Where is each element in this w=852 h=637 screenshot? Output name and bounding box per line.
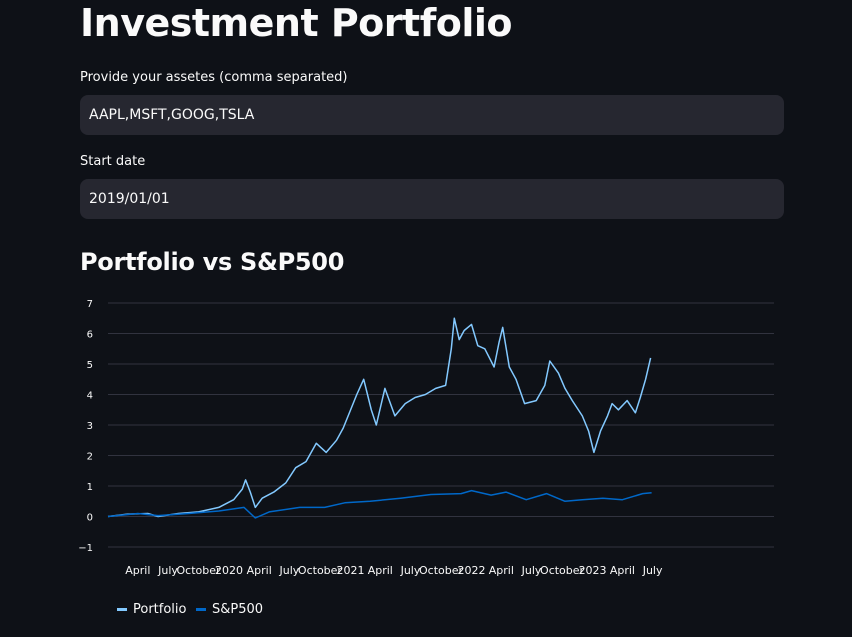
y-tick-label: 5 [87,360,93,371]
portfolio-line [107,317,652,518]
assets-label: Provide your assetes (comma separated) [80,70,348,85]
x-tick-label: April [368,564,393,577]
legend-label-sp500: S&P500 [212,602,264,617]
x-tick-label: April [125,564,150,577]
x-tick-label: July [642,564,663,577]
sp500-line [107,489,652,519]
y-tick-label: −1 [78,543,93,554]
assets-input[interactable] [80,95,784,135]
chart-heading: Portfolio vs S&P500 [80,248,345,276]
x-tick-label: October [540,564,584,577]
legend-label-portfolio: Portfolio [133,602,187,617]
start-date-input[interactable] [80,179,784,219]
y-tick-label: 4 [87,391,93,402]
x-tick-label: July [521,564,542,577]
start-date-label: Start date [80,154,146,169]
x-tick-label: July [157,564,178,577]
x-tick-label: April [610,564,635,577]
x-tick-label: July [279,564,300,577]
x-tick-label: April [489,564,514,577]
x-tick-label: 2020 [215,564,243,577]
y-tick-label: 0 [87,513,93,524]
portfolio-swatch-icon [117,608,127,611]
x-tick-label: 2022 [458,564,486,577]
y-tick-label: 2 [87,452,93,463]
sp500-swatch-icon [196,608,206,611]
y-tick-label: 3 [87,421,93,432]
x-tick-label: April [247,564,272,577]
y-tick-label: 1 [87,482,93,493]
x-tick-label: October [177,564,221,577]
x-tick-label: October [298,564,342,577]
page-title: Investment Portfolio [80,1,513,45]
x-tick-label: July [400,564,421,577]
legend-item-portfolio[interactable]: Portfolio [117,602,186,617]
x-tick-label: October [419,564,463,577]
y-tick-label: 7 [87,299,93,310]
y-tick-label: 6 [87,330,93,341]
legend-item-sp500[interactable]: S&P500 [196,602,263,617]
x-tick-label: 2021 [336,564,364,577]
x-tick-label: 2023 [579,564,607,577]
